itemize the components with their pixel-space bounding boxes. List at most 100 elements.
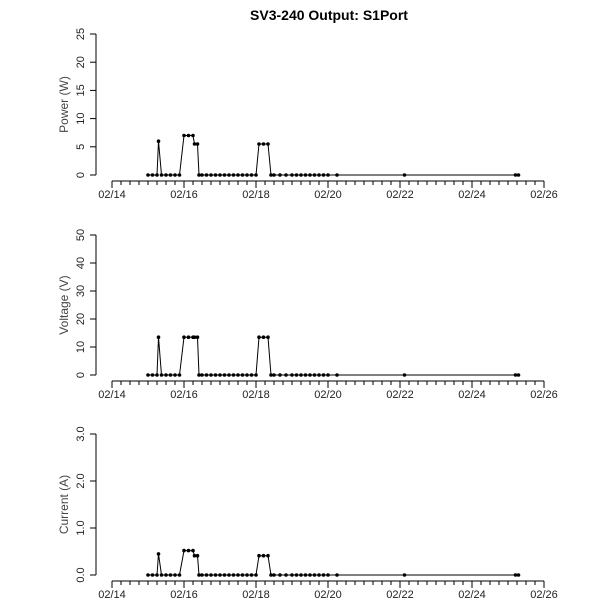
data-point	[335, 173, 339, 177]
data-point	[156, 552, 161, 556]
data-point	[209, 173, 213, 177]
data-point	[173, 373, 177, 377]
series-line	[148, 336, 519, 376]
data-point	[321, 373, 326, 377]
data-point	[164, 373, 168, 377]
data-point	[294, 173, 299, 177]
data-point	[159, 373, 164, 377]
data-point	[155, 573, 159, 577]
data-point	[272, 373, 276, 377]
data-point	[290, 173, 294, 177]
data-point	[195, 335, 200, 340]
data-point	[200, 373, 204, 377]
data-point	[326, 173, 330, 177]
data-point	[317, 573, 321, 577]
data-point	[177, 573, 182, 577]
y-tick-label: 25	[75, 28, 87, 40]
data-point	[213, 573, 218, 577]
y-tick-label: 20	[75, 56, 87, 68]
data-point	[335, 573, 339, 577]
data-point	[278, 373, 282, 377]
y-tick-label: 5	[75, 144, 87, 150]
data-point	[236, 373, 240, 377]
data-point	[516, 173, 521, 177]
data-point	[146, 573, 150, 577]
data-point	[240, 373, 245, 377]
data-point	[266, 553, 270, 558]
y-tick-label: 1.0	[75, 520, 87, 535]
x-tick-label: 02/20	[314, 389, 342, 401]
data-point	[192, 553, 197, 558]
data-point	[402, 173, 407, 177]
data-point	[200, 173, 204, 177]
data-point	[173, 573, 177, 577]
data-point	[257, 553, 261, 558]
data-point	[227, 373, 231, 377]
data-point	[177, 173, 182, 177]
data-point	[227, 173, 231, 177]
data-point	[284, 373, 288, 377]
data-point	[299, 573, 303, 577]
data-point	[182, 335, 186, 340]
data-point	[249, 373, 254, 377]
data-point	[303, 173, 308, 177]
y-tick-label: 50	[75, 229, 87, 241]
data-point	[222, 373, 227, 377]
data-point	[308, 173, 312, 177]
data-point	[197, 173, 201, 177]
data-point	[150, 373, 155, 377]
data-point	[236, 173, 240, 177]
data-point	[192, 142, 197, 146]
x-tick-label: 02/24	[458, 389, 486, 401]
data-point	[321, 173, 326, 177]
data-point	[186, 335, 191, 340]
data-point	[156, 335, 161, 340]
data-point	[290, 373, 294, 377]
y-tick-label: 40	[75, 257, 87, 269]
data-point	[326, 573, 330, 577]
x-tick-label: 02/22	[386, 389, 414, 401]
data-point	[299, 173, 303, 177]
x-tick-label: 02/22	[386, 189, 414, 201]
data-point	[218, 373, 222, 377]
x-tick-label: 02/14	[98, 189, 126, 201]
data-point	[227, 573, 231, 577]
y-tick-label: 10	[75, 341, 87, 353]
data-point	[317, 373, 321, 377]
data-point	[272, 573, 276, 577]
x-tick-label: 02/18	[242, 589, 270, 600]
y-tick-label: 15	[75, 84, 87, 96]
data-point	[164, 173, 168, 177]
data-point	[209, 373, 213, 377]
data-point	[150, 573, 155, 577]
data-point	[146, 373, 150, 377]
data-point	[266, 335, 270, 340]
data-point	[303, 373, 308, 377]
x-tick-label: 02/26	[530, 589, 558, 600]
data-point	[222, 173, 227, 177]
data-point	[150, 173, 155, 177]
data-point	[195, 553, 200, 558]
data-point	[402, 573, 407, 577]
data-point	[231, 373, 236, 377]
data-point	[209, 573, 213, 577]
y-axis-label: Current (A)	[57, 475, 71, 534]
data-point	[186, 133, 191, 138]
y-tick-label: 0	[75, 372, 87, 378]
data-point	[312, 373, 317, 377]
data-point	[168, 173, 173, 177]
data-point	[278, 573, 282, 577]
data-point	[272, 173, 276, 177]
data-point	[200, 573, 204, 577]
y-axis-label: Voltage (V)	[57, 275, 71, 334]
x-tick-label: 02/18	[242, 389, 270, 401]
data-point	[191, 548, 195, 553]
data-point	[155, 173, 159, 177]
data-point	[269, 373, 273, 377]
data-point	[249, 573, 254, 577]
x-tick-label: 02/18	[242, 189, 270, 201]
data-point	[204, 573, 209, 577]
y-tick-label: 0	[75, 172, 87, 178]
x-tick-label: 02/24	[458, 589, 486, 600]
